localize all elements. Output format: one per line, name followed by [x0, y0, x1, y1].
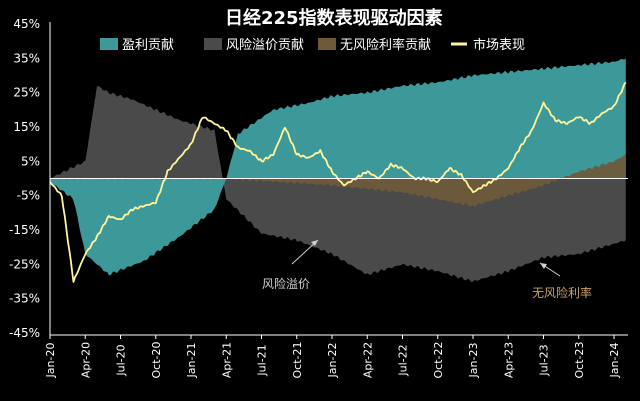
x-tick-label: Oct-20	[150, 342, 163, 379]
legend-swatch-risk-premium	[204, 38, 222, 50]
line-layer	[49, 81, 627, 283]
x-tick-label: Jan-21	[185, 343, 198, 379]
y-tick-label: -15%	[9, 223, 40, 237]
annotation-arrowhead	[311, 240, 318, 246]
area-risk-free	[50, 154, 626, 207]
x-tick-label: Jan-22	[326, 343, 339, 379]
annotation-risk-premium: 风险溢价	[262, 276, 310, 291]
x-tick-label: Jul-20	[115, 344, 128, 376]
x-tick-label: Apr-23	[502, 342, 515, 378]
x-tick-label: Jan-23	[467, 343, 480, 379]
y-tick-label: 5%	[21, 154, 40, 168]
legend-swatch-earnings	[100, 38, 118, 50]
legend: 盈利贡献 风险溢价贡献 无风险利率贡献 市场表现	[100, 37, 525, 53]
x-tick-label: Jul-21	[256, 344, 269, 376]
x-tick-label: Jan-24	[608, 343, 621, 379]
legend-label: 风险溢价贡献	[226, 38, 304, 53]
y-tick-label: -45%	[9, 326, 40, 340]
x-tick-labels: Jan-20 Apr-20 Jul-20 Oct-20 Jan-21 Apr-21 Jul-…	[44, 335, 621, 379]
x-tick-label: Jul-23	[538, 344, 551, 376]
x-tick-label: Oct-21	[291, 342, 304, 379]
legend-label: 无风险利率贡献	[340, 37, 431, 53]
x-tick-label: Apr-21	[220, 342, 233, 378]
chart-title: 日经225指数表现驱动因素	[225, 7, 443, 29]
legend-label: 市场表现	[473, 37, 525, 53]
annotation-risk-free: 无风险利率	[532, 285, 592, 300]
x-tick-label: Apr-20	[79, 342, 92, 378]
y-tick-label: 15%	[13, 120, 40, 134]
x-tick-label: Jul-22	[397, 344, 410, 376]
x-tick-label: Jan-20	[44, 343, 57, 379]
x-tick-label: Oct-22	[432, 342, 445, 379]
line-market	[49, 81, 627, 283]
y-tick-label: -35%	[9, 292, 40, 306]
y-tick-labels: 45% 35% 25% 15% 5% -5% -15% -25% -35% -45%	[9, 17, 40, 340]
y-tick-label: -5%	[17, 189, 40, 203]
axis-layer	[49, 22, 628, 336]
y-tick-label: 25%	[13, 86, 40, 100]
area-earnings	[50, 58, 626, 276]
y-tick-label: 45%	[13, 17, 40, 31]
legend-swatch-risk-free	[318, 38, 336, 50]
legend-label: 盈利贡献	[122, 38, 174, 53]
y-tick-label: -25%	[9, 257, 40, 271]
y-tick-label: 35%	[13, 51, 40, 65]
x-tick-label: Oct-23	[573, 342, 586, 379]
x-tick-label: Apr-22	[361, 342, 374, 378]
annotation-arrowhead	[540, 263, 547, 269]
